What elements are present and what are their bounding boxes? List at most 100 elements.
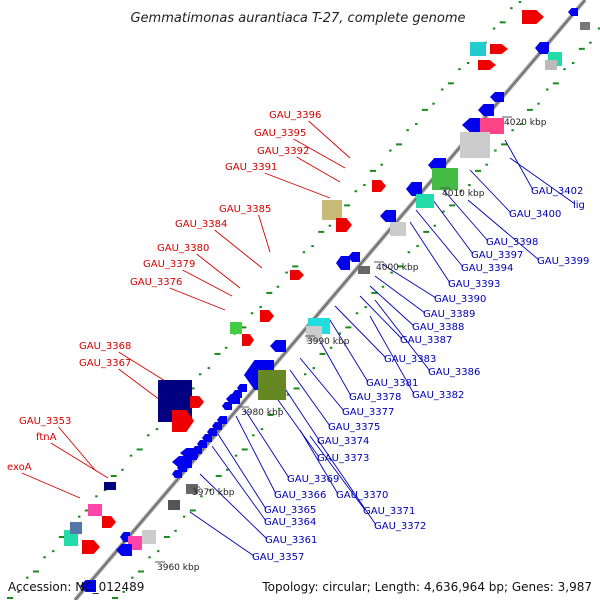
- label-leader: [211, 445, 267, 522]
- gene-box: [88, 504, 102, 516]
- gene-reverse-arrow: [227, 396, 237, 404]
- gene-reverse-arrow: [192, 446, 202, 454]
- label-leader: [118, 368, 161, 401]
- label-leader: [415, 209, 464, 268]
- gene-label-reverse: GAU_3364: [264, 517, 316, 528]
- gene-label-reverse: GAU_3382: [412, 390, 464, 401]
- gene-box: [306, 326, 322, 342]
- label-leader: [58, 426, 96, 471]
- gene-box: [580, 22, 590, 30]
- label-leader: [509, 157, 576, 205]
- label-leader: [317, 439, 377, 526]
- gene-track: [64, 8, 590, 592]
- gene-forward-arrow: [372, 180, 386, 192]
- gene-label-forward: GAU_3395: [254, 128, 306, 139]
- gene-reverse-arrow: [462, 118, 484, 132]
- gene-label-reverse: GAU_3399: [537, 256, 589, 267]
- label-leader: [182, 269, 233, 297]
- gene-label-reverse: GAU_3389: [423, 309, 475, 320]
- label-leader: [308, 120, 351, 159]
- gene-label-reverse: GAU_3369: [287, 474, 339, 485]
- label-leader: [244, 409, 290, 479]
- gene-reverse-arrow: [270, 340, 286, 352]
- label-leader: [214, 229, 263, 269]
- gene-label-forward: exoA: [7, 462, 32, 473]
- gene-box: [168, 500, 180, 510]
- label-leader: [369, 285, 415, 327]
- gene-reverse-arrow: [237, 384, 247, 392]
- label-leader: [369, 315, 415, 395]
- kbp-tick-label: 4000 kbp: [376, 263, 419, 273]
- topology-text: Topology: circular; Length: 4,636,964 bp…: [262, 580, 592, 594]
- gene-label-reverse: GAU_3402: [531, 186, 583, 197]
- gene-reverse-arrow: [120, 532, 130, 542]
- gene-box: [460, 132, 490, 158]
- label-leader: [299, 429, 339, 495]
- label-leader: [439, 185, 489, 242]
- gene-label-reverse: GAU_3400: [509, 209, 561, 220]
- label-leader: [169, 287, 226, 311]
- label-leader: [199, 473, 268, 540]
- gene-forward-arrow: [478, 60, 496, 70]
- gene-label-forward: ftnA: [36, 432, 57, 443]
- label-leader: [296, 156, 341, 183]
- gene-label-forward: GAU_3379: [143, 259, 195, 270]
- gene-label-reverse: GAU_3398: [486, 237, 538, 248]
- gene-label-reverse: GAU_3393: [448, 279, 500, 290]
- gene-label-reverse: GAU_3397: [471, 250, 523, 261]
- gene-forward-arrow: [260, 310, 274, 322]
- gene-reverse-arrow: [535, 42, 549, 54]
- gene-box: [230, 322, 242, 334]
- kbp-tick-label: 4020 kbp: [504, 118, 547, 128]
- gene-label-reverse: GAU_3387: [400, 335, 452, 346]
- gene-forward-arrow: [242, 334, 254, 346]
- label-leader: [309, 435, 366, 511]
- gene-forward-arrow: [172, 410, 194, 432]
- gene-box: [390, 222, 406, 236]
- gene-reverse-arrow: [222, 402, 232, 410]
- kbp-tick-label: 3980 kbp: [241, 408, 284, 418]
- label-leader: [289, 369, 331, 427]
- label-leader: [196, 253, 241, 289]
- gene-label-forward: GAU_3367: [79, 358, 131, 369]
- gene-label-reverse: GAU_3365: [264, 505, 316, 516]
- gene-box: [545, 60, 557, 70]
- label-leader: [50, 442, 109, 479]
- kbp-tick-label: 3990 kbp: [307, 337, 350, 347]
- gene-forward-arrow: [190, 396, 204, 408]
- label-leader: [467, 199, 540, 261]
- gene-label-reverse: GAU_3370: [336, 490, 388, 501]
- kbp-tick-label: 3960 kbp: [157, 563, 200, 573]
- gene-label-reverse: GAU_3373: [317, 453, 369, 464]
- gene-forward-arrow: [102, 516, 116, 528]
- label-leader: [381, 263, 437, 299]
- label-leader: [189, 511, 255, 557]
- gene-reverse-arrow: [172, 470, 182, 478]
- label-leader: [21, 472, 81, 499]
- label-leader: [359, 295, 403, 340]
- gene-label-reverse: GAU_3366: [274, 490, 326, 501]
- gene-reverse-arrow: [197, 440, 207, 448]
- label-leader: [429, 195, 474, 255]
- label-leader: [334, 305, 387, 359]
- forward-gene-labels: GAU_3396 GAU_3395 GAU_3392 GAU_3391 GAU_3385…: [7, 110, 321, 473]
- label-leader: [235, 415, 277, 495]
- label-leader: [293, 138, 346, 169]
- gene-label-reverse: GAU_3388: [412, 322, 464, 333]
- label-leader: [258, 214, 271, 253]
- gene-box: [416, 194, 434, 208]
- gene-reverse-arrow: [490, 92, 504, 102]
- label-leader: [299, 357, 345, 412]
- label-leader: [264, 172, 331, 199]
- gene-box: [480, 118, 504, 134]
- label-leader: [329, 319, 369, 383]
- gene-label-forward: GAU_3392: [257, 146, 309, 157]
- gene-box: [142, 530, 156, 544]
- gene-label-forward: GAU_3391: [225, 162, 277, 173]
- gene-label-reverse: GAU_3386: [428, 367, 480, 378]
- gene-label-reverse: GAU_3383: [384, 354, 436, 365]
- gene-label-forward: GAU_3384: [175, 219, 227, 230]
- label-leader: [504, 139, 534, 191]
